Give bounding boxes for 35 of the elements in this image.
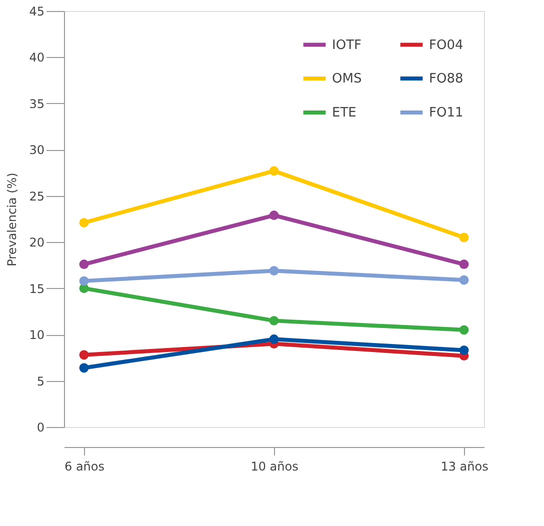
y-axis-title: Prevalencia (%) <box>5 172 20 266</box>
legend-label: FO88 <box>429 72 464 86</box>
point <box>269 334 279 344</box>
x-tick-label: 6 años <box>64 460 105 474</box>
y-tick-label: 0 <box>36 420 44 434</box>
y-tick-label: 5 <box>36 374 44 388</box>
y-tick-label: 35 <box>29 96 44 111</box>
y-tick-label: 45 <box>29 4 44 18</box>
point <box>269 316 279 326</box>
x-tick-label: 10 años <box>250 460 298 474</box>
point <box>79 363 89 373</box>
y-tick-label: 40 <box>29 50 44 65</box>
x-tick-label: 13 años <box>440 460 488 474</box>
y-tick-label: 20 <box>29 236 44 250</box>
point <box>269 166 279 176</box>
y-tick-label: 15 <box>29 282 44 296</box>
point <box>269 266 279 276</box>
legend-label: FO04 <box>429 38 464 53</box>
legend-label: ETE <box>332 106 356 120</box>
y-tick-label: 30 <box>29 143 44 158</box>
point <box>459 325 469 335</box>
point <box>459 275 469 285</box>
point <box>79 218 89 228</box>
legend-label: OMS <box>332 72 362 86</box>
point <box>459 260 469 270</box>
point <box>269 210 279 220</box>
point <box>79 350 89 360</box>
y-tick-label: 25 <box>29 189 44 204</box>
point <box>79 260 89 270</box>
point <box>459 346 469 356</box>
legend-label: IOTF <box>332 38 362 53</box>
legend-label: FO11 <box>429 106 464 120</box>
y-tick-label: 10 <box>29 328 44 342</box>
point <box>79 276 89 286</box>
point <box>459 232 469 242</box>
